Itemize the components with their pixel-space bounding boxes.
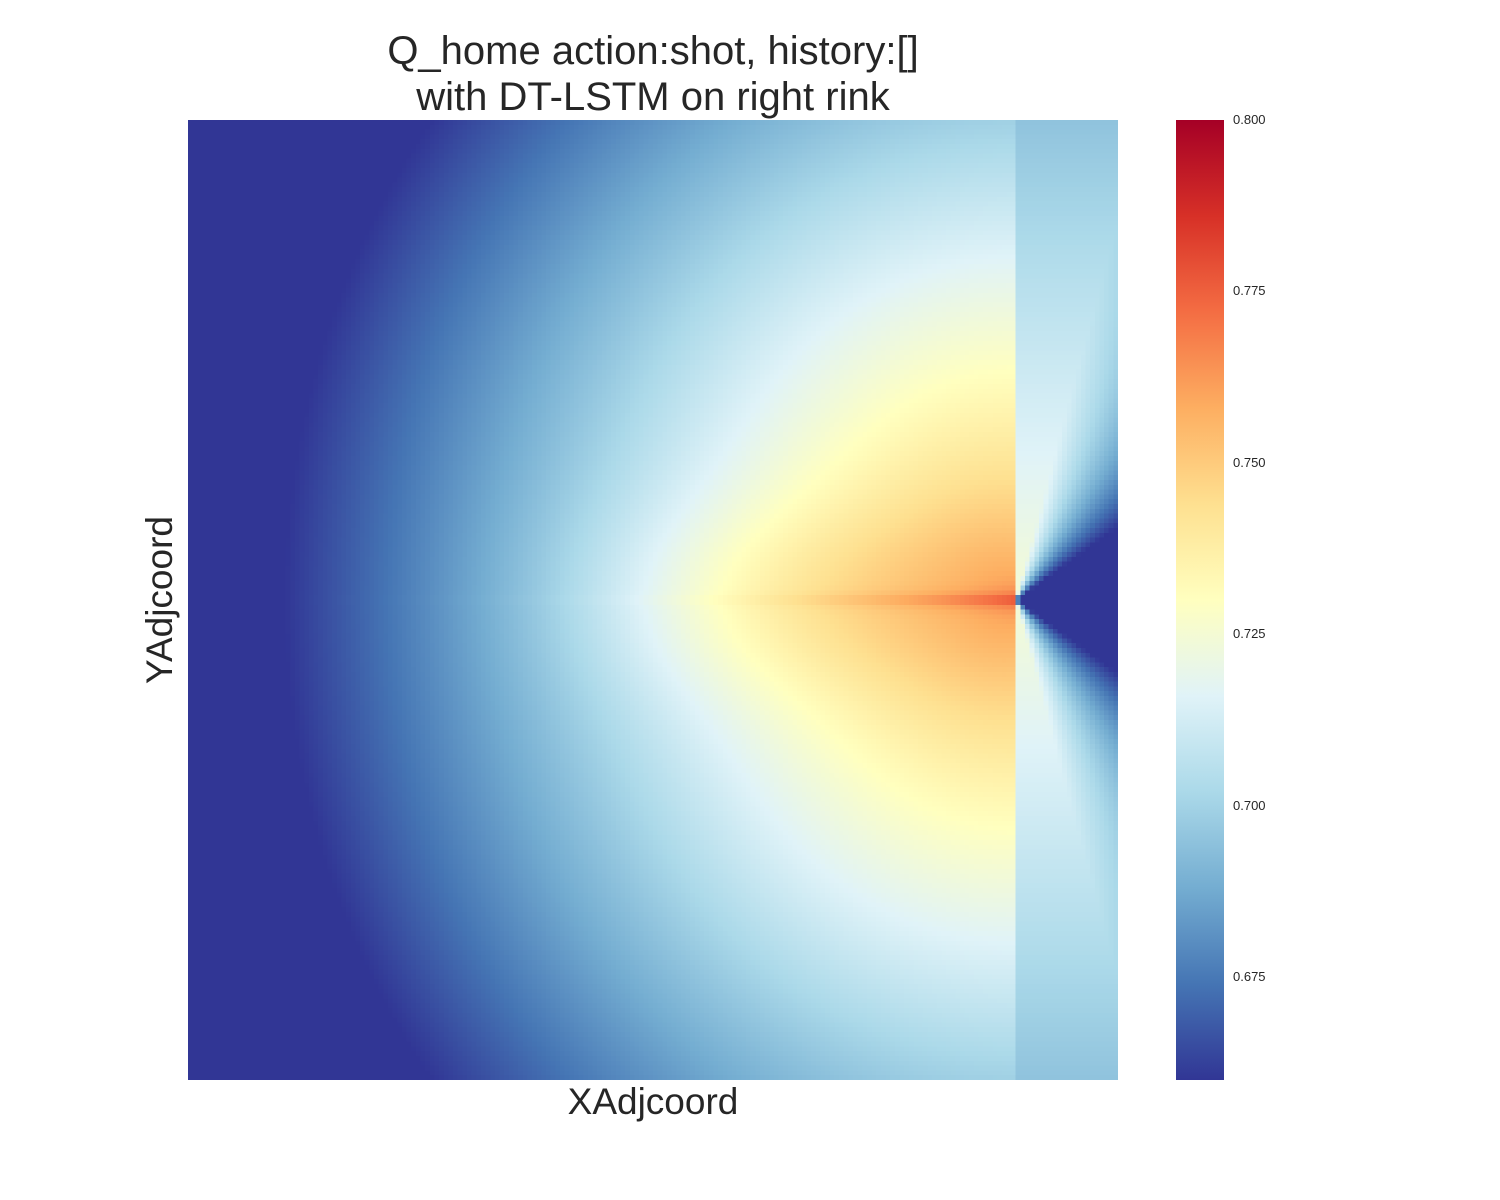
colorbar-tick-label: 0.700 [1233, 797, 1266, 813]
colorbar-tick-label: 0.725 [1233, 626, 1266, 642]
chart-title-line-1: Q_home action:shot, history:[] [387, 29, 919, 73]
y-axis-label: YAdjcoord [139, 516, 180, 684]
chart-title: Q_home action:shot, history:[] with DT-L… [188, 28, 1118, 120]
colorbar-tick-label: 0.800 [1233, 112, 1266, 127]
colorbar-tick-label: 0.675 [1233, 969, 1266, 985]
x-axis-label: XAdjcoord [567, 1081, 739, 1122]
heatmap-plot [188, 120, 1118, 1080]
colorbar [1176, 120, 1224, 1080]
chart-title-line-2: with DT-LSTM on right rink [416, 75, 890, 119]
colorbar-gradient [1176, 120, 1224, 1080]
colorbar-tick-label: 0.775 [1233, 283, 1266, 299]
colorbar-tick-label: 0.750 [1233, 454, 1266, 470]
